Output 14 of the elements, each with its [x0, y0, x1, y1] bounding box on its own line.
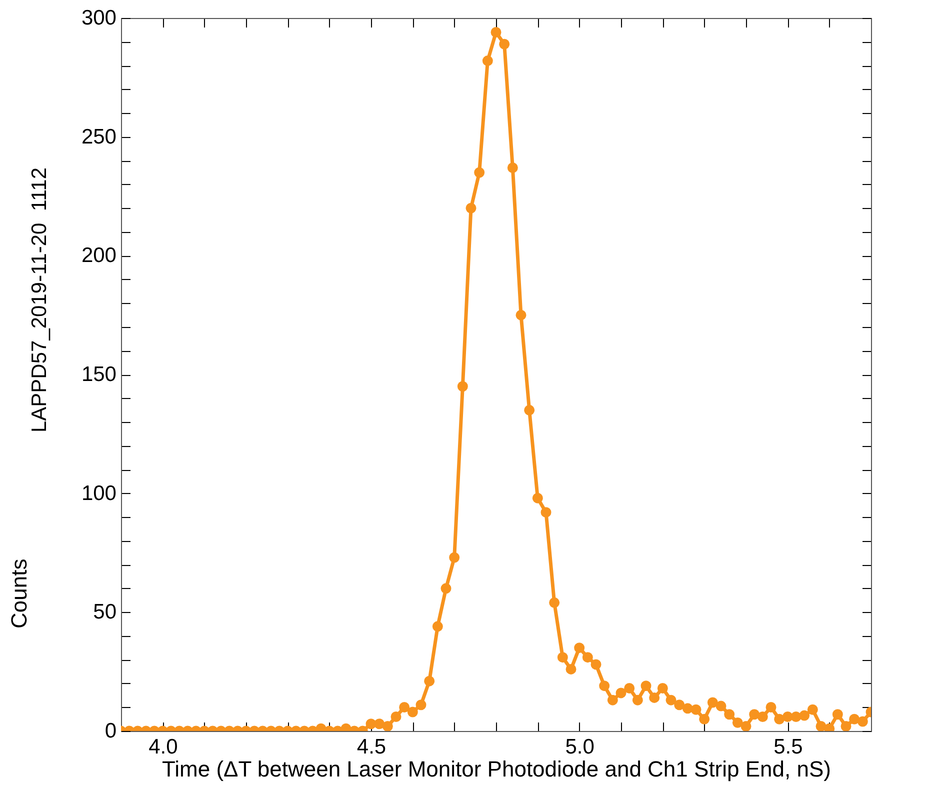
y-tick-label: 0 [104, 720, 116, 742]
y-tick-label: 150 [81, 363, 116, 386]
y-tick-label: 250 [81, 125, 116, 148]
y-tick-label: 50 [93, 600, 116, 624]
x-axis-title: Time (ΔT between Laser Monitor Photodiode and Ch1 Strip End, nS) [162, 756, 831, 782]
text: LAPPD57_2019-11-20 1112 [28, 167, 52, 433]
y-tick-label: 200 [81, 244, 116, 268]
x-tick-label: 4.0 [148, 736, 178, 758]
x-tick-label: 5.0 [565, 736, 594, 758]
x-tick-label: 5.5 [774, 736, 803, 758]
x-tick-label: 4.5 [356, 736, 386, 758]
y-axis-title: Counts [6, 558, 32, 628]
y-tick-label: 300 [81, 6, 116, 30]
y-tick-label: 100 [81, 482, 116, 505]
